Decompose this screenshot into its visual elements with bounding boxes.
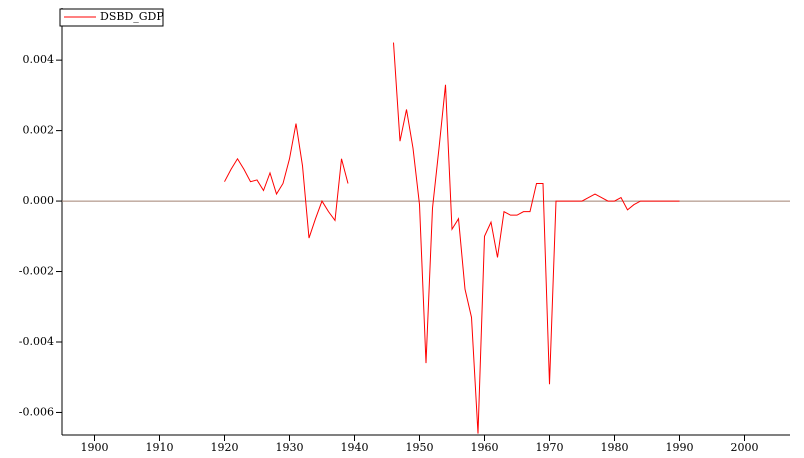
y-tick-label: 0.002 <box>23 124 55 137</box>
x-tick-label: 1900 <box>81 441 109 454</box>
data-line <box>224 42 680 434</box>
y-tick-label: -0.004 <box>19 335 54 348</box>
x-tick-label: 1960 <box>471 441 499 454</box>
legend <box>59 8 164 27</box>
y-tick-label: -0.002 <box>19 265 54 278</box>
x-tick-label: 1950 <box>406 441 434 454</box>
x-tick-label: 1980 <box>601 441 629 454</box>
x-tick-label: 2000 <box>731 441 759 454</box>
x-tick-label: 1910 <box>146 441 174 454</box>
legend-label: DSBD_GDP <box>100 10 164 23</box>
y-tick-label: -0.006 <box>19 405 54 418</box>
x-tick-label: 1920 <box>211 441 239 454</box>
x-tick-label: 1930 <box>276 441 304 454</box>
x-tick-label: 1940 <box>341 441 369 454</box>
y-tick-label: 0.004 <box>23 53 55 66</box>
x-tick-label: 1990 <box>666 441 694 454</box>
x-tick-label: 1970 <box>536 441 564 454</box>
y-tick-label: 0.000 <box>23 194 55 207</box>
